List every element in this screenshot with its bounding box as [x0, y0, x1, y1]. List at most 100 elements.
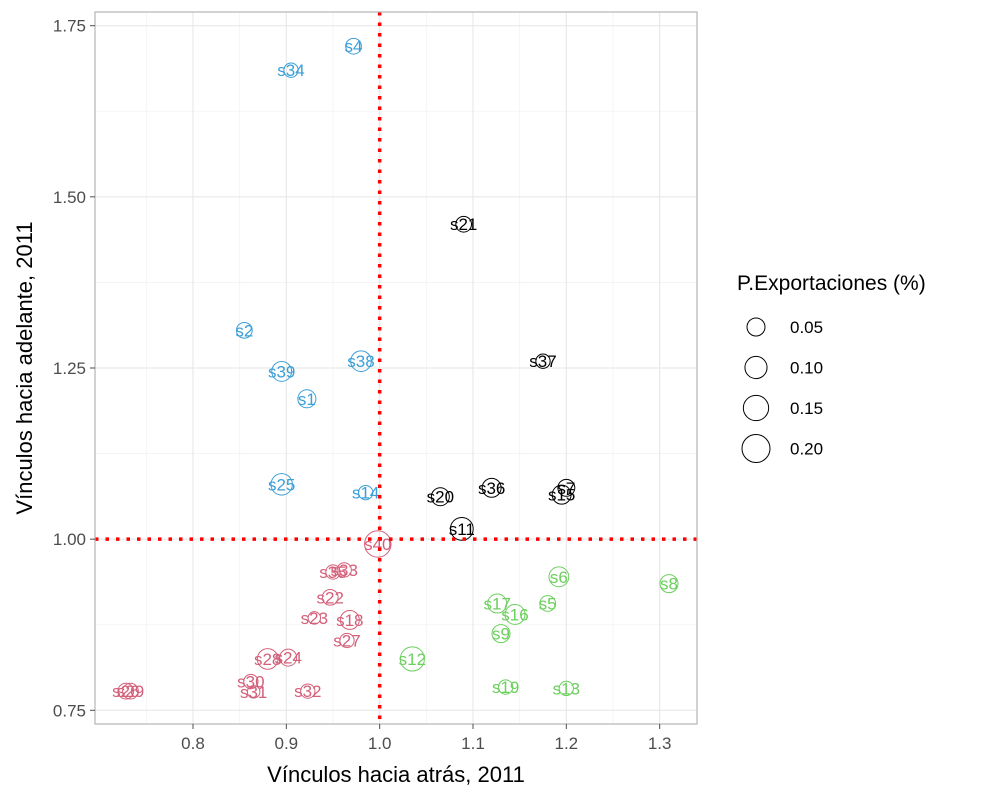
point-circle-s5 [539, 595, 557, 612]
point-label-s20: s20 [427, 488, 454, 507]
point-circle-s39 [271, 361, 293, 382]
legend-title: P.Exportaciones (%) [737, 272, 926, 295]
point-circle-s22 [321, 588, 339, 606]
point-circle-s13 [558, 680, 574, 697]
point-circle-s14 [358, 484, 374, 501]
point-label-s37: s37 [529, 352, 556, 371]
point-circle-s28 [256, 648, 279, 670]
point-circle-s40 [364, 530, 392, 558]
point-label-s27: s27 [333, 631, 360, 650]
point-circle-s25 [270, 473, 293, 496]
x-tick-label: 0.8 [181, 734, 205, 753]
point-circle-s15 [551, 484, 572, 505]
point-circle-s36 [481, 477, 502, 498]
point-label-s39: s39 [268, 362, 295, 381]
point-label-s2: s2 [235, 321, 253, 340]
point-circle-s9 [491, 624, 511, 644]
point-label-s21: s21 [450, 215, 477, 234]
point-label-s32: s32 [294, 682, 321, 701]
point-circle-s34 [283, 62, 299, 78]
point-label-s1: s1 [298, 390, 316, 409]
point-circle-s33 [336, 562, 352, 578]
point-label-s19: s19 [492, 678, 519, 697]
point-circle-s30 [243, 673, 259, 690]
point-label-s12: s12 [399, 650, 426, 669]
point-label-s36: s36 [478, 479, 505, 498]
axes: 0.8 0.9 1.0 1.1 1.2 1.3 0.75 1.00 1.25 1.50 1.75 [53, 17, 672, 753]
point-label-s9: s9 [492, 625, 510, 644]
legend-label-0.20: 0.20 [790, 440, 823, 459]
x-tick-label: 1.1 [461, 734, 485, 753]
point-circle-s18 [339, 609, 360, 630]
x-tick-label: 1.0 [368, 734, 392, 753]
point-label-s35: s35 [319, 563, 346, 582]
point-label-s28: s28 [254, 650, 281, 669]
point-circle-s7 [557, 478, 576, 497]
point-label-s26: s26 [112, 682, 139, 701]
point-circle-s4 [345, 37, 362, 55]
y-tick-label: 1.75 [53, 17, 86, 36]
point-label-s6: s6 [550, 568, 568, 587]
legend-label-0.15: 0.15 [790, 399, 823, 418]
point-circle-s32 [300, 683, 316, 699]
point-label-s18: s18 [336, 611, 363, 630]
point-circle-s6 [548, 566, 570, 588]
point-label-s24: s24 [274, 649, 301, 668]
point-circle-s38 [350, 350, 372, 372]
point-circle-s16 [504, 604, 526, 625]
point-label-s29: s29 [117, 682, 144, 701]
point-circle-s8 [659, 574, 679, 594]
legend-symbol-0.05 [746, 317, 766, 337]
point-label-s34: s34 [277, 61, 304, 80]
point-circle-s35 [325, 564, 341, 580]
point-circle-s12 [399, 646, 425, 672]
point-circle-s24 [279, 648, 298, 667]
point-label-s4: s4 [345, 37, 363, 56]
y-tick-label: 0.75 [53, 701, 86, 720]
point-label-s38: s38 [347, 352, 374, 371]
legend: P.Exportaciones (%) 0.05 0.10 0.15 0.20 [737, 272, 926, 463]
legend-label-0.10: 0.10 [790, 359, 823, 378]
point-label-s25: s25 [268, 475, 295, 494]
point-circle-s23 [307, 611, 322, 625]
point-label-s11: s11 [449, 520, 475, 539]
point-label-s8: s8 [660, 575, 678, 594]
y-axis-title: Vínculos hacia adelante, 2011 [12, 221, 37, 514]
point-label-s15: s15 [548, 486, 575, 505]
point-label-s31: s31 [240, 683, 267, 702]
legend-symbol-0.15 [742, 394, 770, 422]
y-tick-label: 1.25 [53, 359, 86, 378]
x-axis-title: Vínculos hacia atrás, 2011 [267, 762, 525, 787]
point-circle-s27 [339, 632, 355, 649]
x-tick-label: 1.3 [648, 734, 672, 753]
point-circle-s37 [535, 353, 551, 369]
legend-label-0.05: 0.05 [790, 318, 823, 337]
point-circle-s31 [246, 685, 261, 699]
y-tick-label: 1.00 [53, 530, 86, 549]
x-tick-label: 0.9 [275, 734, 299, 753]
point-label-s5: s5 [539, 595, 557, 614]
point-label-s33: s33 [330, 561, 357, 580]
point-circle-s2 [235, 321, 253, 339]
point-label-s17: s17 [484, 595, 511, 614]
point-label-s14: s14 [352, 484, 379, 503]
grid [95, 12, 697, 724]
point-label-s22: s22 [316, 588, 343, 607]
legend-symbol-0.10 [744, 355, 768, 380]
y-tick-label: 1.50 [53, 188, 86, 207]
reference-lines [95, 12, 697, 724]
point-circle-s29 [122, 682, 139, 700]
point-label-s23: s23 [301, 609, 328, 628]
point-circle-s11 [449, 516, 474, 541]
legend-symbol-0.20 [741, 434, 771, 463]
x-tick-label: 1.2 [555, 734, 579, 753]
point-label-s16: s16 [501, 605, 528, 624]
point-circle-s26 [117, 682, 135, 700]
point-circle-s19 [498, 679, 514, 695]
point-circle-s21 [455, 215, 473, 233]
point-circle-s20 [430, 487, 450, 507]
